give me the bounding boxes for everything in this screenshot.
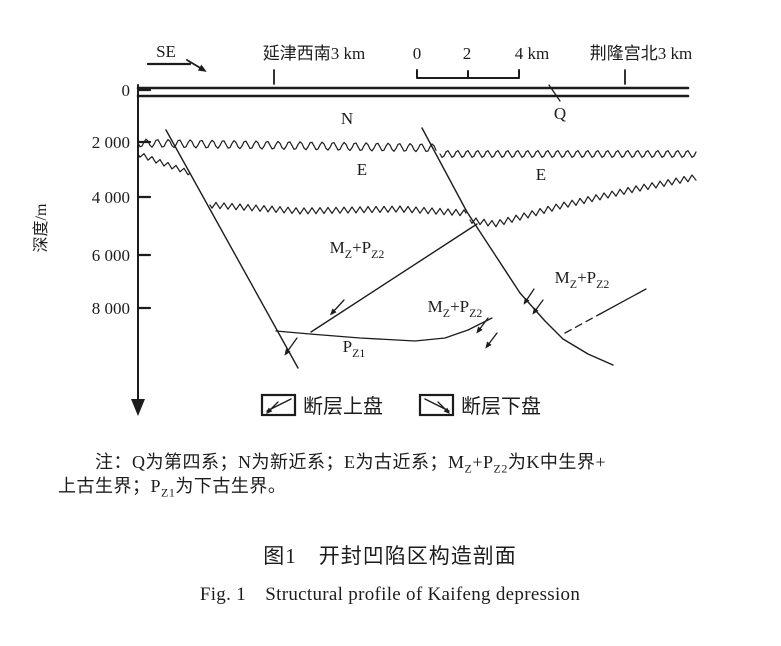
depth-tick-label-2: 4 000 [92, 188, 130, 207]
legend-hanging-wall-box [260, 393, 297, 417]
fault-slip-arrowhead-4 [532, 307, 539, 315]
label-mz-pz2-main: MZ+PZ2 [330, 238, 385, 261]
structural-profile-figure: Q N E E MZ+PZ2 MZ+PZ2 MZ+PZ2 PZ1 0 2 000 4 000 6 00… [32, 42, 697, 418]
fault-slip-arrow-4 [534, 299, 544, 312]
fault-slip-arrow-6 [487, 332, 498, 346]
legend-foot-wall-label: 断层下盘 [461, 395, 541, 418]
label-e-left: E [357, 160, 367, 179]
fault-slip-arrowhead-3 [523, 297, 530, 305]
note-subscript: Z1 [161, 485, 176, 500]
note-text: 上古生界；P [58, 476, 162, 496]
boundary-inner-solid [599, 288, 647, 315]
fault-left [165, 129, 299, 369]
figure-captions: 图1 开封凹陷区构造剖面 Fig. 1 Structural profile o… [10, 540, 770, 606]
note-line-1: 注：Q为第四系；N为新近系；E为古近系；MZ+PZ2为K中生界+ [58, 450, 748, 476]
figure-caption-zh: 图1 开封凹陷区构造剖面 [263, 544, 517, 568]
boundary-n-e-left [137, 138, 437, 153]
fault-slip-arrowhead-6 [485, 341, 492, 349]
note-text: 注：Q为第四系；N为新近系；E为古近系；M [95, 452, 465, 472]
figure-caption-en: Fig. 1 Structural profile of Kaifeng dep… [199, 584, 581, 605]
legend-hanging-wall-label: 断层上盘 [303, 395, 383, 418]
legend-foot-wall-box [418, 393, 455, 417]
boundary-e-base-far-left [137, 153, 191, 176]
q-leader-line [548, 84, 561, 102]
scalebar-label-2: 4 km [515, 44, 549, 63]
se-direction-label: SE [156, 42, 176, 61]
note-text: 为下古生界。 [175, 476, 287, 496]
depth-axis-arrowhead [131, 399, 145, 416]
note-line-2: 上古生界；PZ1为下古生界。 [58, 474, 748, 500]
legend-foot-wall-slip-arrowhead [443, 407, 450, 414]
se-arrowhead [197, 64, 207, 72]
label-n: N [341, 109, 353, 128]
label-q: Q [554, 104, 566, 123]
fault-slip-arrowhead-1 [284, 348, 291, 356]
scalebar-label-1: 2 [463, 44, 472, 63]
fault-slip-arrowhead-2 [329, 308, 337, 316]
depth-tick-label-3: 6 000 [92, 246, 130, 265]
depth-tick-label-0: 0 [122, 81, 131, 100]
fault-slip-arrow-1 [286, 337, 298, 353]
note-subscript: Z [464, 461, 473, 476]
depth-tick-label-1: 2 000 [92, 133, 130, 152]
legend-foot-wall-slip-line [437, 401, 448, 412]
legend-hanging-wall-slip-arrowhead [266, 407, 273, 414]
note-text: 为K中生界+ [507, 452, 607, 472]
boundary-inner-dashed [564, 313, 601, 334]
se-arrow-line [186, 59, 203, 70]
boundary-e-mz-left [209, 201, 467, 217]
label-mz-pz2-right: MZ+PZ2 [555, 268, 610, 291]
boundary-n-e-right [439, 150, 697, 158]
location-jinglonggong-label: 荆隆宫北3 km [590, 44, 692, 63]
location-yanjin-label: 延津西南3 km [263, 44, 365, 63]
fault-slip-arrow-2 [332, 299, 345, 313]
depth-tick-label-4: 8 000 [92, 299, 130, 318]
depth-axis-title: 深度/m [32, 203, 50, 252]
scalebar-label-0: 0 [413, 44, 422, 63]
note-text: +P [472, 452, 494, 472]
figure-note: 注：Q为第四系；N为新近系；E为古近系；MZ+PZ2为K中生界+ 上古生界；PZ… [58, 450, 748, 500]
fault-slip-arrow-3 [525, 288, 535, 302]
fault-slip-arrow-5 [478, 317, 489, 331]
note-subscript: Z2 [493, 461, 508, 476]
legend-hanging-wall-slip-line [268, 401, 279, 412]
fault-mid [310, 223, 478, 333]
label-pz1: PZ1 [343, 337, 366, 360]
fault-central [421, 127, 614, 366]
label-mz-pz2-mid: MZ+PZ2 [428, 297, 483, 320]
fault-slip-arrowhead-5 [476, 326, 483, 334]
label-e-right: E [536, 165, 546, 184]
boundary-e-mz-right [469, 174, 697, 228]
boundary-pz1-top [275, 317, 493, 342]
